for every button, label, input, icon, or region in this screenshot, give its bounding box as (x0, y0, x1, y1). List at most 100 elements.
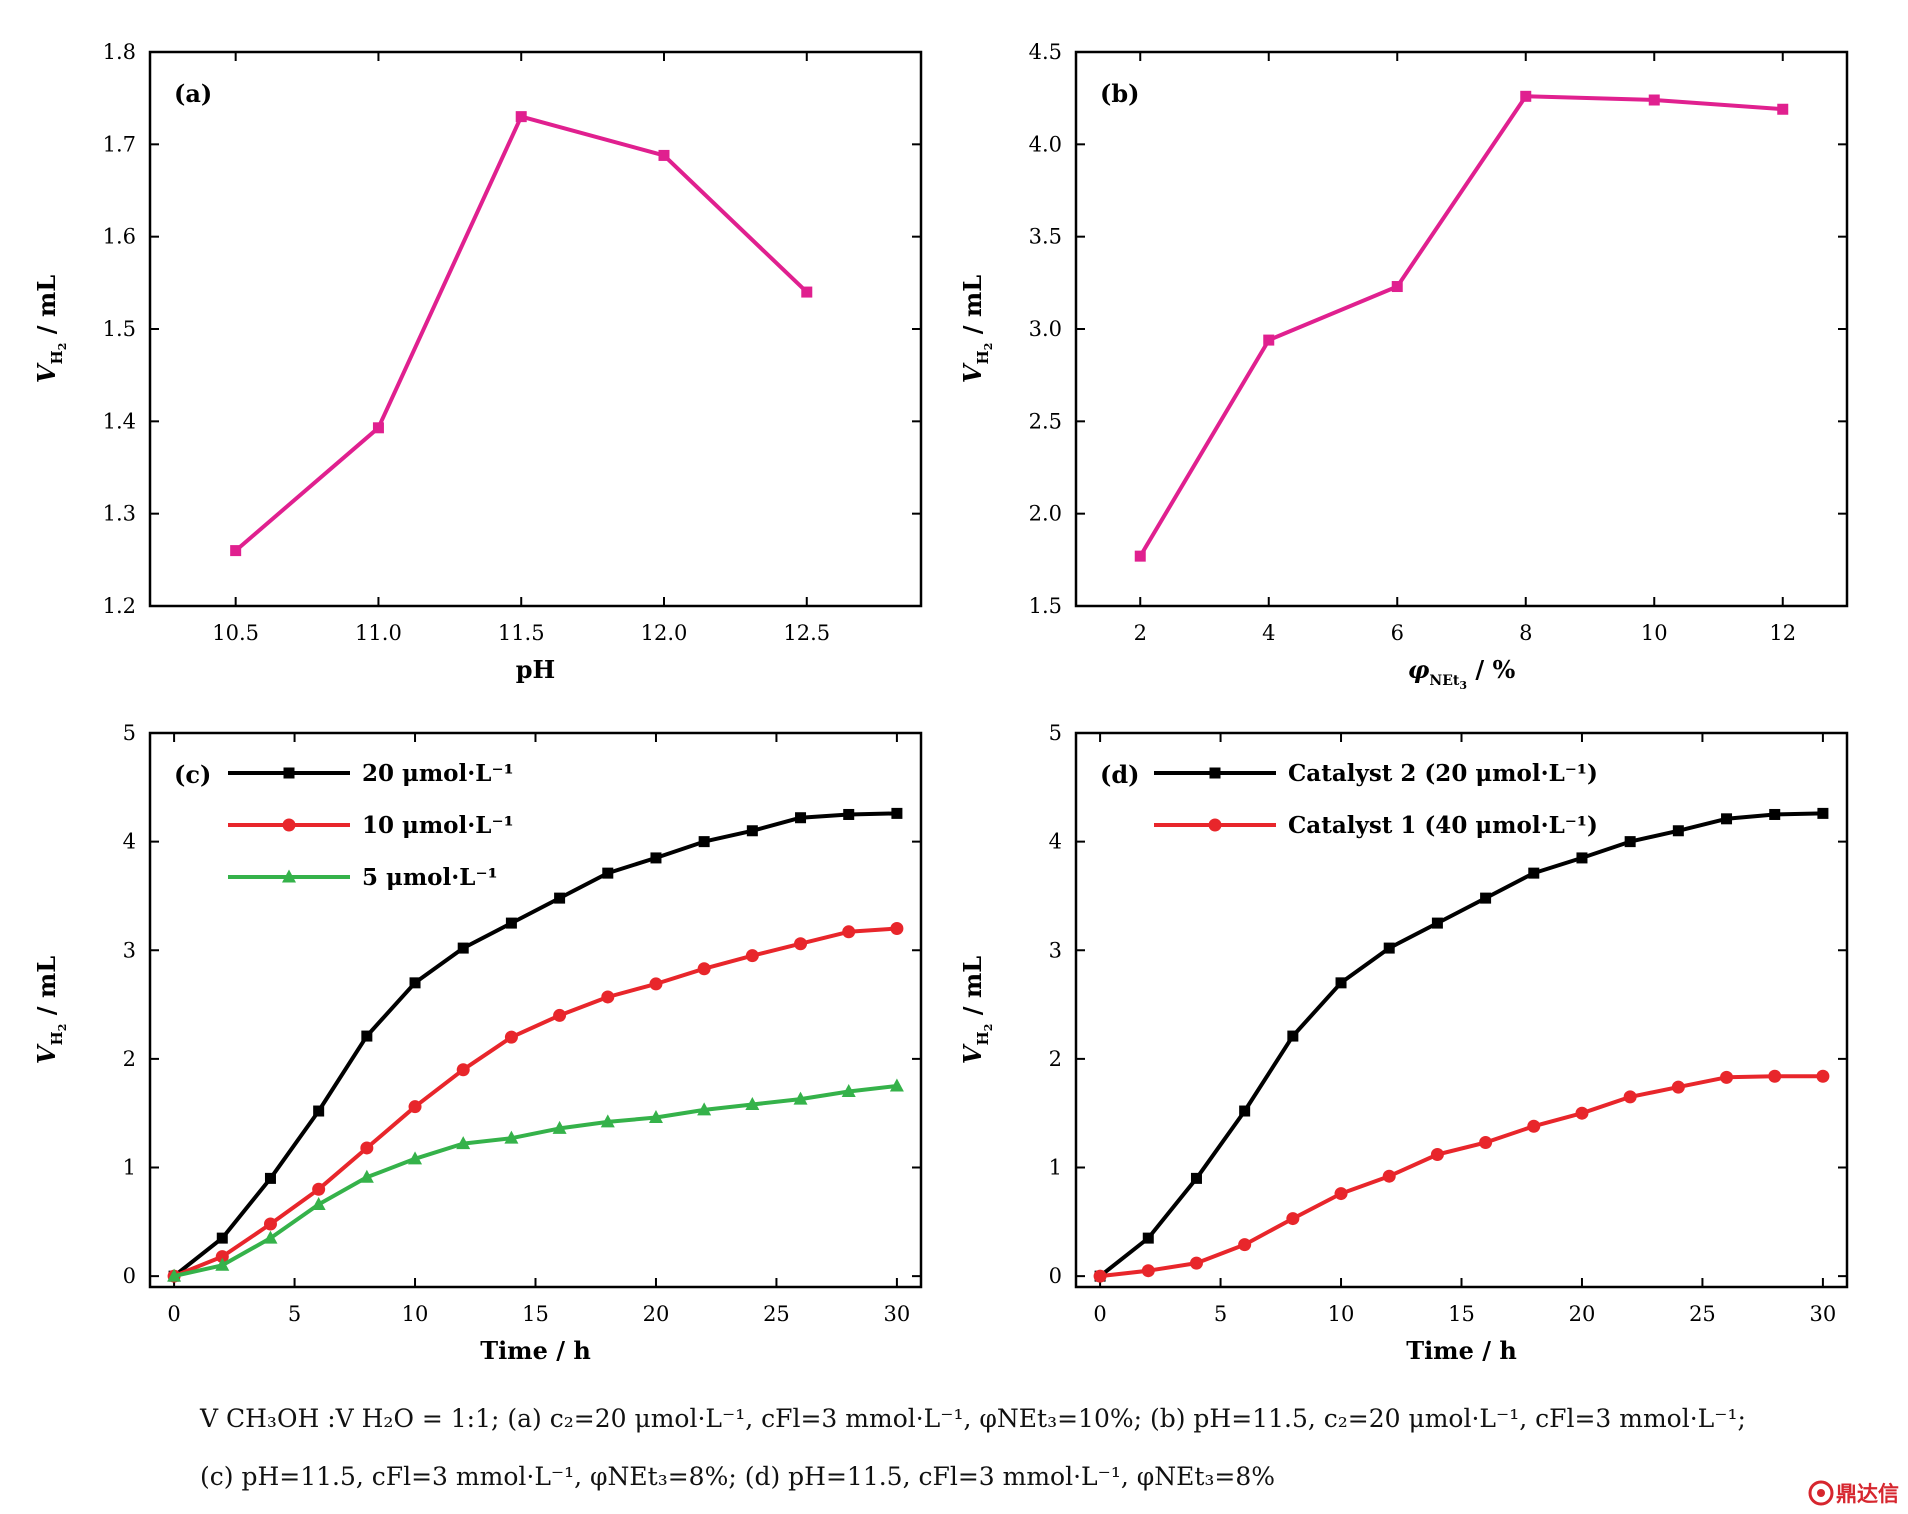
panel-label: (d) (1100, 760, 1140, 789)
x-tick-label: 0 (1093, 1302, 1106, 1326)
data-point (891, 807, 903, 819)
data-point (602, 867, 614, 879)
data-point (890, 922, 904, 936)
plot-frame (1074, 50, 1849, 608)
panel-label: (b) (1100, 79, 1140, 108)
data-point (361, 1030, 373, 1042)
x-axis-label: pH (516, 655, 555, 684)
caption-line-2: (c) pH=11.5, cFl=3 mmol·L⁻¹, φNEt₃=8%; (… (200, 1462, 1276, 1491)
data-point (1263, 334, 1275, 346)
x-tick-label: 6 (1391, 621, 1404, 645)
data-point (1431, 917, 1443, 929)
watermark-icon (1808, 1480, 1834, 1506)
data-point (215, 1250, 229, 1264)
x-axis-label: φNEt3 / % (1408, 655, 1516, 692)
legend-entry: 10 μmol·L⁻¹ (362, 812, 514, 839)
data-point (216, 1232, 228, 1244)
data-point (215, 1257, 230, 1271)
data-point (801, 286, 813, 298)
data-point (1190, 1172, 1202, 1184)
y-tick-label: 1.6 (103, 225, 136, 249)
panel-label: (a) (174, 79, 212, 108)
data-point (553, 1008, 567, 1022)
y-tick-label: 1.2 (103, 594, 136, 618)
series-line (173, 926, 898, 1278)
data-point (1769, 808, 1781, 820)
y-tick-label: 2.5 (1029, 409, 1062, 433)
data-point (698, 836, 710, 848)
data-point (1334, 1187, 1348, 1201)
data-point (359, 1169, 374, 1183)
x-axis-label: Time / h (480, 1336, 591, 1365)
x-tick-label: 10 (1641, 621, 1668, 645)
chart-panel-c: 0 5 10 15 20 25 30 0 1 2 3 4 5 (c) VH2 / mL Time / h 20 … (32, 721, 923, 1365)
x-tick-label: 8 (1519, 621, 1532, 645)
y-axis-label: VH2 / mL (32, 956, 69, 1064)
watermark-text: 鼎达信 (1836, 1481, 1899, 1506)
chart-panel-a: 10.5 11.0 11.5 12.0 12.5 1.2 1.3 1.4 1.5 1.6 1.7 1.… (32, 40, 923, 684)
data-point (505, 917, 517, 929)
y-tick-label: 0 (123, 1264, 136, 1288)
data-point (1287, 1030, 1299, 1042)
data-point (745, 949, 759, 963)
data-point (650, 852, 662, 864)
data-point (795, 812, 807, 824)
series-line (234, 114, 809, 553)
data-point (264, 1172, 276, 1184)
data-point (1238, 1238, 1252, 1252)
data-point (1721, 813, 1733, 825)
data-point (312, 1182, 326, 1196)
data-point (1189, 1256, 1203, 1270)
data-point (372, 422, 384, 434)
y-tick-label: 3.5 (1029, 225, 1062, 249)
x-axis-label: Time / h (1406, 1336, 1517, 1365)
data-point (1520, 90, 1532, 102)
x-tick-label: 30 (1810, 1302, 1837, 1326)
data-point (658, 149, 670, 161)
y-tick-label: 1.3 (103, 502, 136, 526)
data-point (1479, 1136, 1493, 1150)
data-point (1239, 1105, 1251, 1117)
x-tick-label: 10 (402, 1302, 429, 1326)
y-tick-label: 4.0 (1029, 132, 1062, 156)
y-axis-label: VH2 / mL (958, 275, 995, 383)
data-point (1777, 103, 1789, 115)
data-point (1575, 1106, 1589, 1120)
x-tick-label: 30 (884, 1302, 911, 1326)
data-point (1286, 1212, 1300, 1226)
x-tick-label: 10.5 (212, 621, 259, 645)
y-tick-label: 1 (1049, 1156, 1062, 1180)
figure: 10.5 11.0 11.5 12.0 12.51.21.31.41.51.61.71.… (32, 40, 1849, 1365)
data-point (1816, 1069, 1830, 1083)
y-tick-label: 5 (123, 721, 136, 745)
legend-marker (282, 818, 296, 832)
figure-caption: V CH₃OH :V H₂O = 1:1; (a) c₂=20 μmol·L⁻¹… (200, 1390, 1880, 1506)
data-point (1383, 942, 1395, 954)
x-tick-label: 12 (1769, 621, 1796, 645)
data-point (263, 1217, 277, 1231)
legend-entry: Catalyst 2 (20 μmol·L⁻¹) (1288, 760, 1598, 787)
data-point (1391, 281, 1403, 293)
data-point (360, 1141, 374, 1155)
legend-entry: 5 μmol·L⁻¹ (362, 864, 498, 891)
legend-entry: Catalyst 1 (40 μmol·L⁻¹) (1288, 812, 1598, 839)
y-axis-label: VH2 / mL (958, 956, 995, 1064)
data-point (1672, 825, 1684, 837)
x-tick-label: 0 (167, 1302, 180, 1326)
data-point (746, 825, 758, 837)
series-line (172, 811, 897, 1278)
data-point (1093, 1269, 1107, 1283)
x-tick-label: 15 (522, 1302, 549, 1326)
data-point (230, 545, 242, 557)
y-tick-label: 1.7 (103, 132, 136, 156)
chart-panel-b: 2 4 6 8 10 12 1.5 2.0 2.5 3.0 3.5 4.0 4.5 (b) VH2 / mL… (958, 40, 1849, 692)
series-line (1138, 94, 1783, 558)
data-point (1430, 1147, 1444, 1161)
data-point (600, 1114, 615, 1128)
x-tick-label: 15 (1448, 1302, 1475, 1326)
data-point (1720, 1070, 1734, 1084)
x-tick-label: 4 (1262, 621, 1275, 645)
panel-label: (c) (174, 760, 211, 789)
y-tick-label: 5 (1049, 721, 1062, 745)
series-line (1099, 1074, 1823, 1279)
